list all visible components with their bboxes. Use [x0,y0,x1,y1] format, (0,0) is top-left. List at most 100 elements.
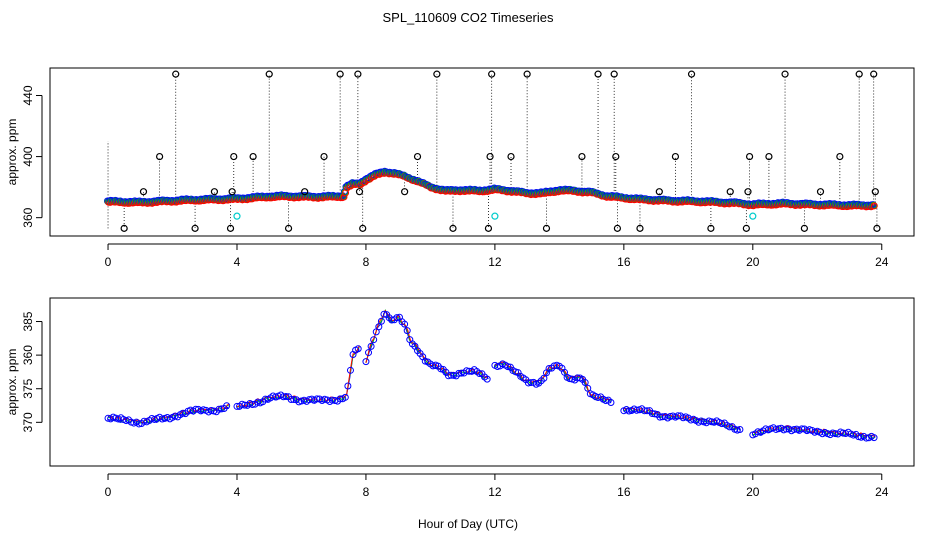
outlier-point [449,224,457,232]
top-spikes [107,74,878,229]
data-point [504,363,512,371]
data-point [140,417,148,425]
top-y-axis-label: approx. ppm [5,119,19,186]
outlier-point [265,70,273,78]
data-point [659,413,667,421]
cyan-point [491,212,499,220]
data-point [375,323,383,331]
data-point [393,314,401,322]
data-point [736,426,744,434]
x-tick-label: 12 [488,485,502,499]
data-point [261,395,269,403]
data-point [215,405,223,413]
data-point [584,384,592,392]
x-tick-label: 12 [488,255,502,269]
data-point [370,336,378,344]
baseline-point [870,202,878,210]
x-tick-label: 8 [363,485,370,499]
data-point [455,369,463,377]
outlier-point [433,70,441,78]
data-point [483,375,491,383]
y-tick-label: 385 [21,311,35,331]
x-tick-label: 0 [105,485,112,499]
outlier-point [320,152,328,161]
data-point [362,358,370,366]
bottom-x-axis: 0 4 8 12 16 20 24 [105,473,889,499]
outlier-point [226,224,235,232]
top-plot-frame [49,67,915,237]
data-point [305,396,313,404]
outlier-point [578,152,586,161]
outlier-point [855,70,863,78]
data-point [367,342,375,350]
outlier-point [354,70,362,78]
outlier-point [488,70,496,78]
data-point [870,434,878,442]
outlier-point [507,152,515,161]
data-point [475,370,483,378]
outlier-point [765,152,773,161]
outlier-point [612,152,620,161]
x-axis-label: Hour of Day (UTC) [418,517,518,531]
baseline-point [340,193,348,201]
x-tick-label: 20 [746,485,760,499]
data-point [104,414,112,422]
data-point [354,345,362,353]
outlier-point [139,188,148,196]
data-point [218,405,226,413]
data-point [328,396,336,404]
outlier-point [301,188,309,196]
baseline-point [870,201,878,209]
outlier-point [870,70,878,78]
data-point [524,379,532,387]
y-tick-label: 375 [21,378,35,398]
data-point [666,412,674,420]
y-tick-label: 360 [21,345,35,365]
data-point [403,327,411,335]
outlier-point [191,224,199,232]
outlier-point [800,224,808,232]
y-tick-label: 370 [21,412,35,432]
data-point [223,402,231,410]
data-point [573,374,581,382]
bottom-points [104,309,878,442]
bottom-panel: 0 4 8 12 16 20 24 370 375 360 385 approx. ppm [5,297,915,499]
cyan-point [233,212,241,220]
x-tick-label: 16 [617,485,631,499]
data-point [377,317,385,325]
outlier-point [355,188,364,196]
outlier-point [284,224,293,232]
x-tick-label: 20 [746,255,760,269]
top-panel: 0 4 8 12 16 20 24 360 400 440 approx. ppm [5,67,915,269]
chart-title: SPL_110609 CO2 Timeseries [382,10,554,25]
data-point [447,371,455,379]
x-tick-label: 24 [875,255,889,269]
x-tick-label: 0 [105,255,112,269]
outlier-point [707,224,715,232]
data-point [346,366,354,374]
outlier-point [655,188,663,196]
outlier-point [671,152,680,161]
outlier-point [744,188,752,196]
outlier-point [871,188,879,196]
data-point [839,429,847,437]
outlier-point [401,188,409,196]
outlier-point [613,224,622,232]
data-point [344,382,352,390]
outlier-point [742,224,750,232]
data-point [540,374,548,382]
outlier-point [413,152,422,161]
data-point [444,372,452,380]
outlier-point [156,152,164,161]
baseline-point [339,192,347,200]
data-point [581,379,589,387]
data-point [648,410,656,418]
x-tick-label: 16 [617,255,631,269]
outlier-point [816,188,825,196]
data-point [282,392,290,400]
data-point [643,407,651,415]
data-point [775,425,783,433]
data-point [633,406,641,414]
bottom-plot-frame [49,297,915,467]
